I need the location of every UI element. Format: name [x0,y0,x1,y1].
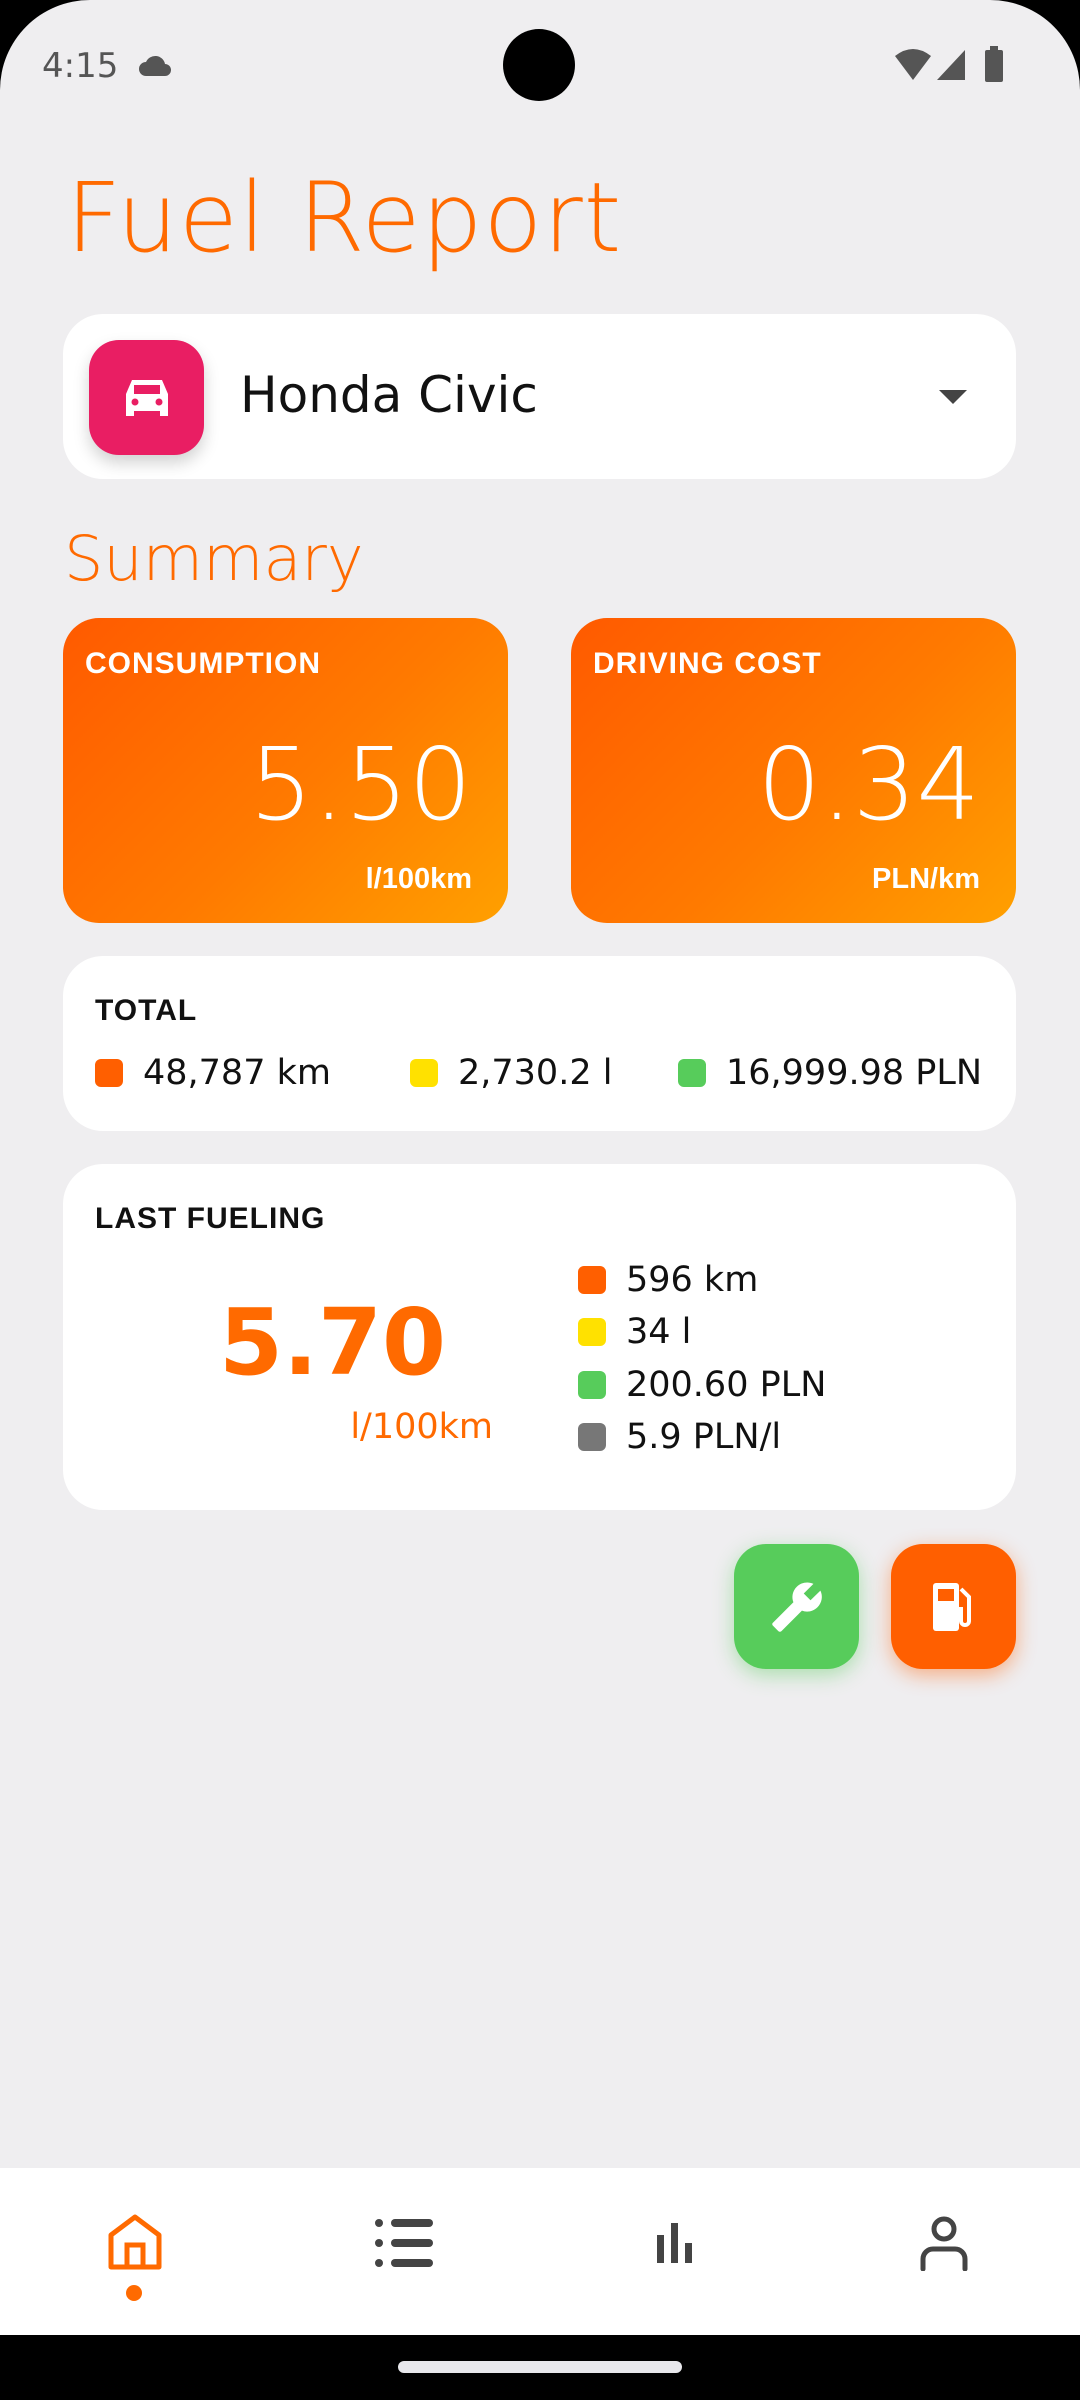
fuel-marker [578,1318,606,1346]
total-fuel-value: 2,730.2 l [458,1053,613,1093]
last-fueling-value: 5.70 [219,1289,446,1396]
total-distance-value: 48,787 km [143,1053,331,1093]
page-title: Fuel Report [66,162,623,274]
gesture-handle[interactable] [398,2361,682,2373]
driving-cost-value: 0.34 [757,726,980,843]
last-price: 5.9 PLN/l [578,1417,781,1457]
profile-icon [920,2216,968,2271]
total-distance: 48,787 km [95,1053,331,1093]
vehicle-selector[interactable]: Honda Civic [63,314,1016,479]
front-camera [503,29,575,101]
last-distance-value: 596 km [626,1260,759,1300]
chart-icon [657,2223,692,2263]
cost-marker [678,1059,706,1087]
total-cost-value: 16,999.98 PLN [726,1053,983,1093]
fuel-marker [410,1059,438,1087]
wifi-icon [895,49,931,80]
driving-cost-card: DRIVING COST 0.34 PLN/km [571,618,1016,923]
selected-vehicle: Honda Civic [240,366,538,424]
car-icon [89,340,204,455]
nav-list[interactable] [364,2203,444,2283]
nav-profile[interactable] [904,2203,984,2283]
cost-marker [578,1371,606,1399]
last-fuel-value: 34 l [626,1312,692,1352]
nav-statistics[interactable] [635,2203,715,2283]
add-service-button[interactable] [734,1544,859,1669]
last-distance: 596 km [578,1260,758,1300]
last-cost-value: 200.60 PLN [626,1365,827,1405]
signal-icon [937,50,965,80]
total-cost: 16,999.98 PLN [678,1053,982,1093]
last-fueling-card: LAST FUELING 5.70 l/100km 596 km 34 l 20… [63,1164,1016,1510]
price-marker [578,1423,606,1451]
consumption-unit: l/100km [365,863,472,895]
battery-icon [985,46,1003,82]
bottom-navigation [0,2168,1080,2335]
nav-home[interactable] [95,2203,175,2283]
total-fuel: 2,730.2 l [410,1053,612,1093]
fuel-pump-icon [932,1582,971,1631]
consumption-value: 5.50 [249,726,472,843]
distance-marker [578,1266,606,1294]
screen: 4:15 Fuel Report Honda Civic Summary CON… [0,0,1080,2335]
wrench-icon [771,1581,822,1632]
chevron-down-icon[interactable] [939,390,967,404]
status-time: 4:15 [42,46,119,86]
consumption-label: CONSUMPTION [85,647,321,680]
last-fuel: 34 l [578,1312,691,1352]
last-fueling-unit: l/100km [350,1407,493,1447]
last-price-value: 5.9 PLN/l [626,1417,782,1457]
last-fueling-label: LAST FUELING [95,1202,326,1235]
driving-cost-unit: PLN/km [872,863,980,895]
consumption-card: CONSUMPTION 5.50 l/100km [63,618,508,923]
cloud-icon [139,55,171,76]
driving-cost-label: DRIVING COST [593,647,822,680]
last-cost: 200.60 PLN [578,1365,826,1405]
summary-heading: Summary [64,522,364,595]
distance-marker [95,1059,123,1087]
add-fueling-button[interactable] [891,1544,1016,1669]
total-label: TOTAL [95,994,198,1027]
home-icon [108,2214,162,2270]
active-indicator [126,2285,142,2301]
total-card: TOTAL 48,787 km 2,730.2 l 16,999.98 PLN [63,956,1016,1131]
list-icon [375,2219,433,2267]
